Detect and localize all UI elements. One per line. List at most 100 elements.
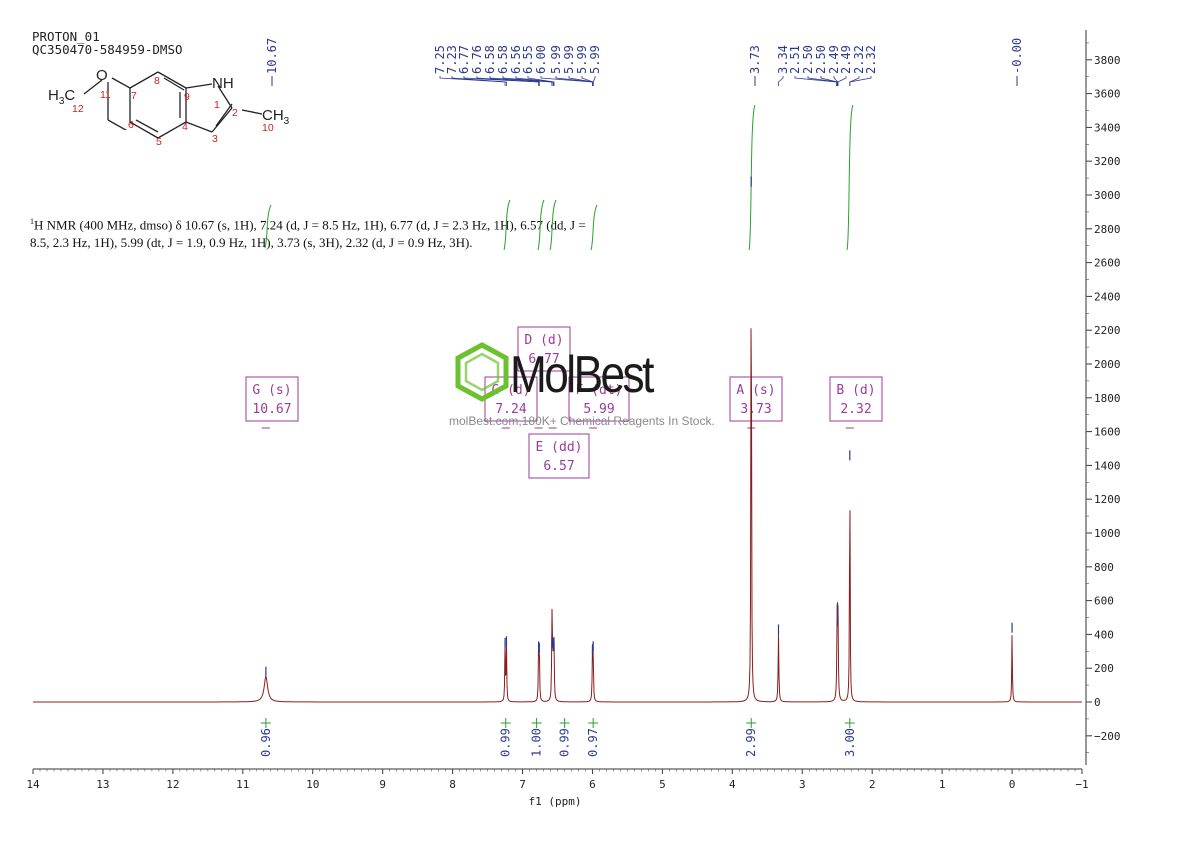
- y-tick-label: 2200: [1094, 324, 1121, 337]
- x-tick-label: 5: [659, 778, 666, 791]
- x-tick-label: 12: [166, 778, 179, 791]
- x-tick-label: 13: [96, 778, 109, 791]
- integral-value: 0.99: [558, 728, 572, 757]
- peak-label-connector: [849, 76, 872, 86]
- multiplet-shift: 2.32: [840, 402, 871, 417]
- multiplet-name: A (s): [736, 383, 775, 398]
- integral-value: 1.00: [530, 728, 544, 757]
- peak-shift-label: 6.77: [457, 45, 471, 74]
- watermark-logo: MolBest: [510, 346, 654, 404]
- peak-label-connector: [592, 76, 596, 86]
- peak-shift-label: 5.99: [588, 45, 602, 74]
- integral-curve: [264, 204, 272, 249]
- peak-label-connector: [820, 76, 838, 86]
- peak-shift-label: 5.99: [549, 45, 563, 74]
- x-tick-label: 8: [449, 778, 456, 791]
- x-tick-label: 3: [799, 778, 806, 791]
- peak-shift-label: 10.67: [265, 38, 279, 74]
- x-tick-label: −1: [1075, 778, 1088, 791]
- oxygen-label: O: [96, 67, 108, 84]
- peak-shift-label: 2.50: [814, 45, 828, 74]
- peak-shift-label: 2.49: [827, 45, 841, 74]
- integral-curve: [748, 104, 756, 251]
- x-tick-label: 10: [306, 778, 319, 791]
- peak-shift-label: 2.51: [788, 45, 802, 74]
- peak-label-connector: [794, 76, 837, 86]
- methyl-label: CH3: [262, 107, 290, 127]
- methoxy-label: H3C: [48, 87, 75, 107]
- multiplet-box: [729, 376, 783, 422]
- y-tick-label: 3400: [1094, 121, 1121, 134]
- sample-name: QC350470-584959-DMSO: [32, 42, 183, 57]
- peak-shift-label: 6.58: [496, 45, 510, 74]
- y-tick-label: 3800: [1094, 54, 1121, 67]
- multiplet-name: F (dt): [576, 383, 623, 398]
- peak-shift-label: 7.25: [433, 45, 447, 74]
- peak-shift-label: 3.34: [776, 45, 790, 74]
- multiplet-shift: 6.77: [528, 352, 559, 367]
- peak-shift-label: 6.58: [483, 45, 497, 74]
- y-tick-label: 1200: [1094, 493, 1121, 506]
- nucleus-superscript: 1: [30, 217, 34, 226]
- x-tick-label: 4: [729, 778, 736, 791]
- x-tick-label: 6: [589, 778, 596, 791]
- multiplet-shift: 3.73: [740, 402, 771, 417]
- peak-label-connector: [778, 76, 784, 86]
- integral-curve: [846, 104, 854, 251]
- peak-label-connector: [540, 76, 593, 86]
- multiplet-box: [245, 376, 299, 422]
- y-tick-label: 800: [1094, 561, 1114, 574]
- atom-number-12: 12: [72, 103, 84, 115]
- atom-number-4: 4: [182, 121, 188, 133]
- atom-number-3: 3: [212, 133, 218, 145]
- multiplet-shift: 10.67: [252, 402, 291, 417]
- multiplet-box: [829, 376, 883, 422]
- peak-shift-label: 5.99: [575, 45, 589, 74]
- peak-label-connector: [451, 76, 507, 86]
- integral-curve: [590, 204, 598, 251]
- peak-label-connector: [439, 76, 506, 86]
- y-tick-label: 0: [1094, 696, 1101, 709]
- peak-label-connector: [502, 76, 553, 86]
- y-tick-label: 1800: [1094, 392, 1121, 405]
- atom-number-8: 8: [154, 75, 160, 87]
- atom-number-7: 7: [131, 90, 137, 102]
- nmr-description: 1H NMR (400 MHz, dmso) δ 10.67 (s, 1H), …: [30, 213, 590, 252]
- peak-shift-label: 2.32: [852, 45, 866, 74]
- y-tick-label: 3000: [1094, 189, 1121, 202]
- nh-label: NH: [212, 75, 234, 92]
- multiplet-box: [568, 376, 630, 422]
- integral-curve: [549, 199, 557, 251]
- integral-value: 0.99: [499, 728, 513, 757]
- spectrum-title: PROTON_01 QC350470-584959-DMSO: [32, 30, 183, 56]
- peak-shift-label: 3.73: [748, 45, 762, 74]
- watermark-tagline: molBest.com,180K+ Chemical Reagents In S…: [449, 414, 715, 428]
- peak-shift-label: 7.23: [445, 45, 459, 74]
- y-tick-label: 1600: [1094, 426, 1121, 439]
- atom-number-1: 1: [214, 99, 220, 111]
- peak-shift-label: 5.99: [562, 45, 576, 74]
- atom-number-10: 10: [262, 122, 274, 134]
- peak-shift-label: -0.00: [1010, 38, 1024, 74]
- multiplet-shift: 6.57: [543, 459, 574, 474]
- peak-label-connector: [527, 76, 555, 86]
- x-tick-label: 11: [236, 778, 249, 791]
- peak-shift-label: 2.49: [839, 45, 853, 74]
- multiplet-name: G (s): [252, 383, 291, 398]
- multiplet-box: [528, 433, 590, 479]
- x-tick-label: 7: [519, 778, 526, 791]
- integral-curve: [503, 199, 511, 251]
- peak-label-connector: [476, 76, 540, 86]
- y-tick-label: 1000: [1094, 527, 1121, 540]
- peak-shift-label: 6.76: [470, 45, 484, 74]
- y-tick-label: 400: [1094, 628, 1114, 641]
- peak-label-connector: [837, 76, 847, 86]
- y-tick-label: 600: [1094, 595, 1114, 608]
- multiplet-name: B (d): [836, 383, 875, 398]
- integral-value: 2.99: [744, 728, 758, 757]
- peak-shift-label: 2.50: [801, 45, 815, 74]
- y-tick-label: 2800: [1094, 223, 1121, 236]
- y-tick-label: 2600: [1094, 257, 1121, 270]
- integral-curve: [537, 199, 545, 251]
